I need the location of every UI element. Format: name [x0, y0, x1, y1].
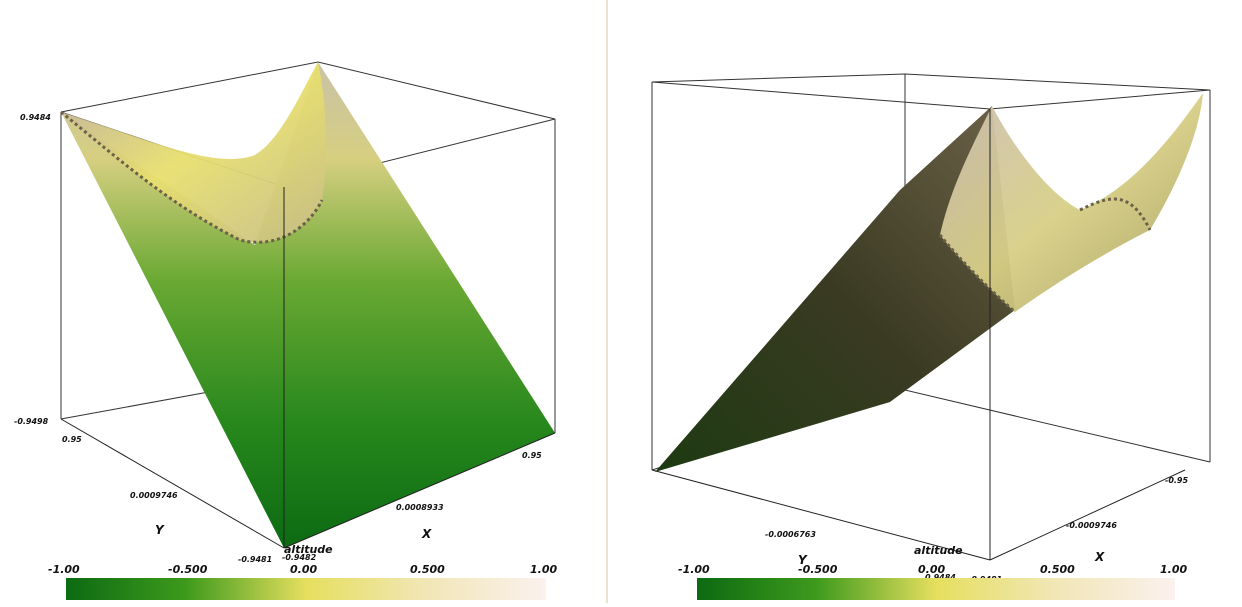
left-z-top-label: 0.9484 [20, 113, 51, 122]
left-colorbar [66, 578, 546, 600]
left-legend-tick: -0.500 [168, 563, 208, 576]
left-3d-view: 0.9484 -0.9498 0.95 0.0009746 Y -0.9481 … [14, 61, 557, 600]
left-x-max-label: 0.95 [522, 451, 542, 460]
right-legend-tick: 1.00 [1160, 563, 1187, 576]
left-y-min-label: -0.9481 [238, 555, 272, 564]
right-surface-plane [655, 106, 1015, 472]
right-legend-tick: 0.500 [1040, 563, 1075, 576]
left-y-min2-label: -0.9482 [282, 553, 317, 562]
left-y-max-label: 0.95 [62, 435, 82, 444]
right-colorbar [697, 578, 1175, 600]
left-legend-title: altitude [284, 543, 333, 556]
left-legend-tick: 0.00 [290, 563, 317, 576]
left-front-edges [60, 187, 556, 549]
right-legend-tick: 0.00 [918, 563, 945, 576]
right-x-axis-label: X [1094, 550, 1105, 564]
right-legend-title: altitude [914, 544, 963, 557]
left-legend-ticks: -1.00 -0.500 0.00 0.500 1.00 [48, 563, 557, 576]
right-legend-ticks: -1.00 -0.500 0.00 0.500 1.00 [678, 563, 1187, 576]
left-surface-plane [61, 62, 555, 548]
left-legend-tick: -1.00 [48, 563, 80, 576]
right-x-mid-label: -0.0009746 [1066, 521, 1117, 530]
left-x-mid-label: 0.0008933 [396, 503, 444, 512]
left-y-axis-label: Y [155, 523, 165, 537]
left-surface-bowl [61, 62, 327, 243]
right-x-max-label: -0.95 [1165, 476, 1188, 485]
left-x-axis-label: X [421, 527, 432, 541]
right-bottom-label-2: 0.9484 [925, 573, 956, 582]
right-3d-view: -0.0006763 Y -0.0009746 X -0.95 -0.9481 … [651, 73, 1211, 600]
left-z-bottom-label: -0.9498 [14, 417, 49, 426]
right-legend-tick: -1.00 [678, 563, 710, 576]
right-surface-saddle [940, 93, 1203, 312]
left-legend-tick: 1.00 [530, 563, 557, 576]
left-legend-tick: 0.500 [410, 563, 445, 576]
right-y-mid-label: -0.0006763 [765, 530, 816, 539]
right-front-edges [651, 109, 1186, 561]
right-legend-tick: -0.500 [798, 563, 838, 576]
left-y-mid-label: 0.0009746 [130, 491, 178, 500]
right-y-axis-label: Y [798, 553, 808, 567]
